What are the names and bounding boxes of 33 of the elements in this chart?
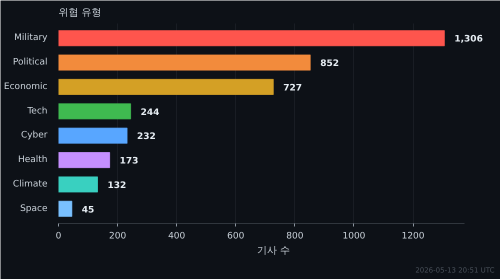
bar (58, 54, 311, 71)
bar (58, 78, 274, 95)
x-tick-label: 1000 (342, 232, 366, 242)
x-tick-label: 400 (168, 232, 186, 242)
x-tick-label: 200 (109, 232, 126, 242)
data-label: 244 (140, 108, 160, 118)
bar (58, 200, 72, 217)
y-tick-label: Economic (4, 82, 48, 92)
x-tick-label: 800 (286, 232, 304, 242)
x-axis-title: 기사 수 (256, 246, 290, 256)
y-tick-label: Cyber (20, 130, 48, 141)
bar (58, 152, 110, 168)
y-tick-label: Climate (12, 179, 48, 190)
y-tick-label: Military (14, 33, 48, 44)
data-label: 1,306 (454, 34, 483, 45)
bar (58, 128, 128, 144)
y-tick-label: Space (20, 204, 48, 214)
x-tick-label: 600 (227, 232, 245, 242)
data-label: 232 (137, 132, 156, 142)
bar (58, 103, 132, 120)
bar (58, 30, 445, 46)
data-label: 132 (108, 180, 126, 191)
y-tick-label: Political (12, 58, 48, 68)
data-label: 852 (320, 59, 340, 70)
chart-title: 위협 유형 (58, 8, 102, 18)
bar (58, 176, 98, 193)
y-tick-label: Tech (26, 106, 48, 116)
data-label: 727 (283, 83, 302, 94)
data-label: 173 (120, 156, 138, 167)
x-tick-label: 1200 (402, 232, 425, 242)
data-label: 45 (82, 205, 94, 216)
y-tick-label: Health (18, 155, 48, 166)
x-tick-label: 0 (56, 232, 62, 242)
